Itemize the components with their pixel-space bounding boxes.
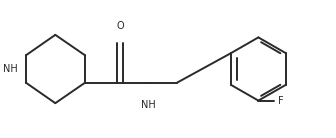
Text: F: F	[279, 96, 284, 106]
Text: NH: NH	[141, 100, 156, 110]
Text: NH: NH	[3, 64, 17, 74]
Text: O: O	[116, 21, 124, 31]
